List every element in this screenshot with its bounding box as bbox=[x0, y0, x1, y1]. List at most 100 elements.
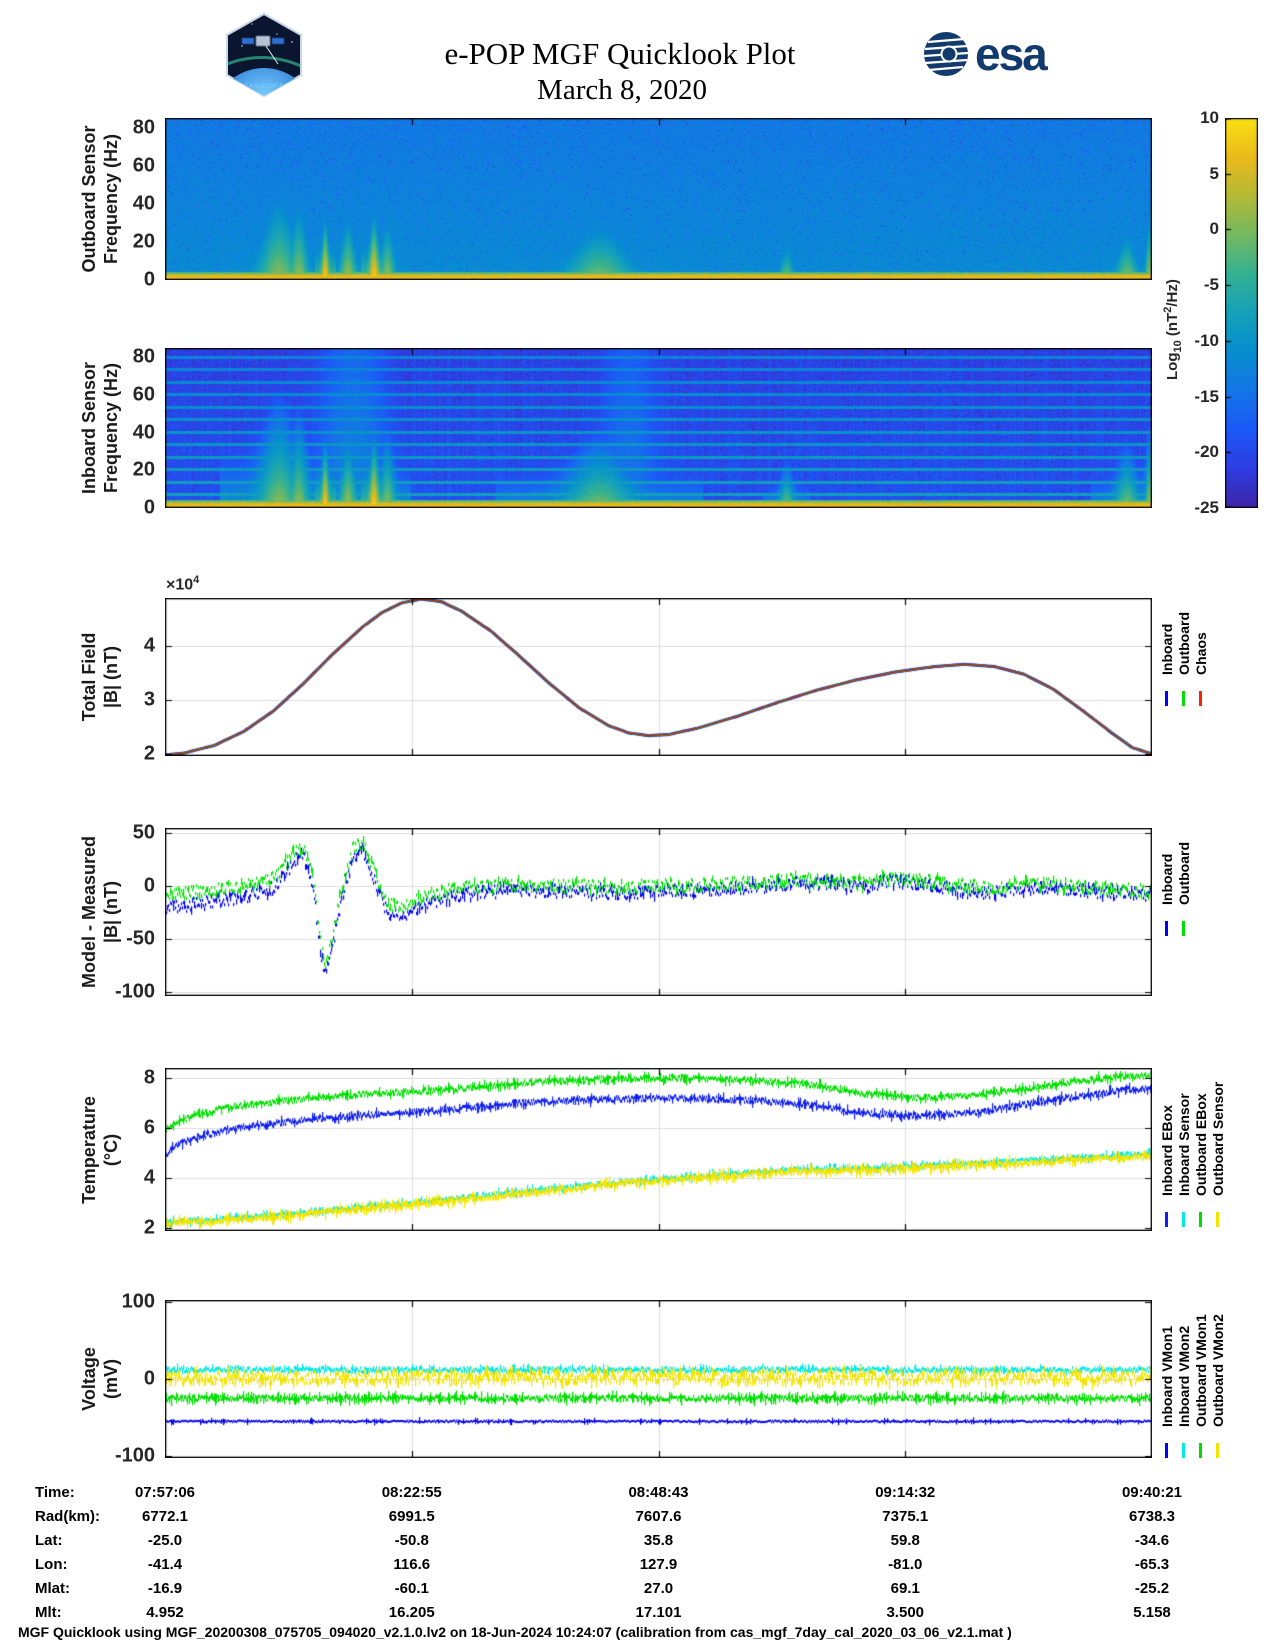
table-cell: 09:14:32 bbox=[875, 1484, 936, 1501]
temperature-ytick: 6 bbox=[143, 1116, 155, 1139]
outboard_spectrogram-ytick: 40 bbox=[132, 192, 155, 215]
table-cell: 08:48:43 bbox=[628, 1484, 689, 1501]
legend-entry-outboard: Outboard bbox=[1176, 841, 1192, 905]
esa-logo-text: esa bbox=[975, 28, 1048, 80]
table-cell: 16.205 bbox=[388, 1604, 435, 1621]
legend-entry-inboard: Inboard bbox=[1159, 853, 1175, 905]
colorbar-tick: 0 bbox=[1209, 219, 1219, 239]
colorbar-tick: -20 bbox=[1194, 442, 1219, 462]
legend-swatch-outboard bbox=[1182, 920, 1185, 936]
legend-entry-inboard-ebox: Inboard EBox bbox=[1159, 1105, 1175, 1197]
table-cell: 59.8 bbox=[890, 1532, 920, 1549]
table-cell: 116.6 bbox=[393, 1556, 431, 1573]
table-cell: 08:22:55 bbox=[381, 1484, 442, 1501]
inboard_spectrogram-panel bbox=[165, 348, 1152, 508]
legend-entry-outboard-vmon2: Outboard VMon2 bbox=[1210, 1313, 1226, 1427]
table-cell: 17.101 bbox=[635, 1604, 682, 1621]
inboard_spectrogram-ytick: 20 bbox=[132, 458, 155, 481]
outboard_spectrogram-panel bbox=[165, 118, 1152, 280]
colorbar-label-sup: 2 bbox=[1162, 306, 1174, 313]
model_measured-canvas bbox=[165, 828, 1152, 996]
footer-caption: MGF Quicklook using MGF_20200308_075705_… bbox=[18, 1624, 1012, 1640]
table-cell: 127.9 bbox=[639, 1556, 678, 1573]
table-cell: 6738.3 bbox=[1129, 1508, 1175, 1525]
legend-swatch-chaos bbox=[1199, 690, 1202, 706]
colorbar-tick: -15 bbox=[1194, 386, 1219, 406]
outboard_spectrogram-ytick: 20 bbox=[132, 230, 155, 253]
model_measured-ytick: 50 bbox=[132, 821, 155, 844]
temperature-ytick: 8 bbox=[143, 1066, 155, 1089]
table-cell: -65.3 bbox=[1134, 1556, 1170, 1573]
voltage-ytick: -100 bbox=[114, 1444, 155, 1467]
legend-entry-outboard-sensor: Outboard Sensor bbox=[1210, 1081, 1226, 1197]
legend-entry-inboard-vmon2: Inboard VMon2 bbox=[1176, 1325, 1192, 1427]
legend-swatch-inboard-ebox bbox=[1165, 1212, 1168, 1228]
table-cell: 35.8 bbox=[643, 1532, 674, 1549]
legend-swatch-outboard-ebox bbox=[1199, 1212, 1202, 1228]
total_field-ytick: 4 bbox=[143, 634, 155, 657]
table-cell: 6772.1 bbox=[142, 1508, 188, 1525]
total_field-ytick: 3 bbox=[143, 688, 155, 711]
voltage-canvas bbox=[165, 1300, 1152, 1458]
legend-swatch-outboard-vmon1 bbox=[1199, 1442, 1202, 1458]
outboard_spectrogram-ytick: 0 bbox=[143, 268, 155, 291]
table-row-label-time: Time: bbox=[35, 1484, 75, 1501]
patch-label: CASSIOPE bbox=[243, 83, 284, 90]
total_field-canvas bbox=[165, 598, 1152, 756]
table-cell: -34.6 bbox=[1134, 1532, 1170, 1549]
colorbar-tick: 10 bbox=[1200, 108, 1219, 127]
legend-swatch-outboard bbox=[1182, 690, 1185, 706]
table-cell: -16.9 bbox=[147, 1580, 183, 1597]
legend-swatch-outboard-sensor bbox=[1216, 1212, 1219, 1228]
legend-swatch-inboard-vmon2 bbox=[1182, 1442, 1185, 1458]
inboard_spectrogram-ytick: 40 bbox=[132, 421, 155, 444]
colorbar-tick: -25 bbox=[1194, 498, 1219, 517]
inboard_spectrogram-ytick: 0 bbox=[143, 496, 155, 519]
table-cell: 27.0 bbox=[643, 1580, 674, 1597]
page-subtitle-date: March 8, 2020 bbox=[537, 74, 707, 106]
temperature-ytick: 4 bbox=[143, 1166, 155, 1189]
legend-entry-outboard-ebox: Outboard EBox bbox=[1193, 1093, 1209, 1197]
legend-swatch-inboard bbox=[1165, 920, 1168, 936]
satellite-icon bbox=[241, 35, 285, 65]
cassiope-mission-patch-logo: CASSIOPE bbox=[226, 12, 302, 98]
table-cell: 5.158 bbox=[1133, 1604, 1171, 1621]
model_measured-panel bbox=[165, 828, 1152, 996]
legend-swatch-outboard-vmon2 bbox=[1216, 1442, 1219, 1458]
legend-swatch-inboard bbox=[1165, 690, 1168, 706]
table-cell: 69.1 bbox=[890, 1580, 920, 1597]
total_field-ytick: 2 bbox=[143, 742, 155, 765]
voltage-ytick: 100 bbox=[121, 1290, 155, 1313]
table-row-label-mlt: Mlt: bbox=[35, 1604, 62, 1621]
legend-swatch-inboard-sensor bbox=[1182, 1212, 1185, 1228]
model_measured-ytick: -50 bbox=[126, 927, 155, 950]
table-row-label-radkm: Rad(km): bbox=[35, 1508, 101, 1525]
total_field-panel bbox=[165, 598, 1152, 756]
legend-entry-inboard-sensor: Inboard Sensor bbox=[1176, 1093, 1192, 1197]
legend-entry-outboard-vmon1: Outboard VMon1 bbox=[1193, 1313, 1209, 1427]
table-cell: -50.8 bbox=[394, 1532, 429, 1549]
table-cell: -41.4 bbox=[147, 1556, 183, 1573]
colorbar-tick: -10 bbox=[1194, 330, 1219, 350]
table-row-label-lat: Lat: bbox=[35, 1532, 63, 1549]
table-cell: 6991.5 bbox=[388, 1508, 435, 1525]
colorbar-tick: -5 bbox=[1203, 275, 1219, 295]
inboard_spectrogram-ytick: 60 bbox=[132, 383, 155, 406]
esa-globe-icon bbox=[923, 32, 969, 76]
table-cell: -25.0 bbox=[147, 1532, 183, 1549]
table-cell: -81.0 bbox=[888, 1556, 923, 1573]
scale-prefix: ×10 bbox=[166, 576, 194, 594]
inboard_spectrogram-canvas bbox=[165, 348, 1152, 508]
legend-entry-outboard: Outboard bbox=[1176, 611, 1192, 675]
esa-logo: esa bbox=[922, 28, 1048, 80]
legend-entry-inboard-vmon1: Inboard VMon1 bbox=[1159, 1325, 1175, 1427]
table-row-label-mlat: Mlat: bbox=[35, 1580, 70, 1597]
temperature-canvas bbox=[165, 1068, 1152, 1231]
table-cell: 4.952 bbox=[146, 1604, 184, 1621]
table-cell: -25.2 bbox=[1134, 1580, 1170, 1597]
temperature-ytick: 2 bbox=[143, 1216, 155, 1239]
inboard_spectrogram-ytick: 80 bbox=[132, 345, 155, 368]
model_measured-ytick: -100 bbox=[114, 980, 155, 1003]
table-row-label-lon: Lon: bbox=[35, 1556, 68, 1573]
